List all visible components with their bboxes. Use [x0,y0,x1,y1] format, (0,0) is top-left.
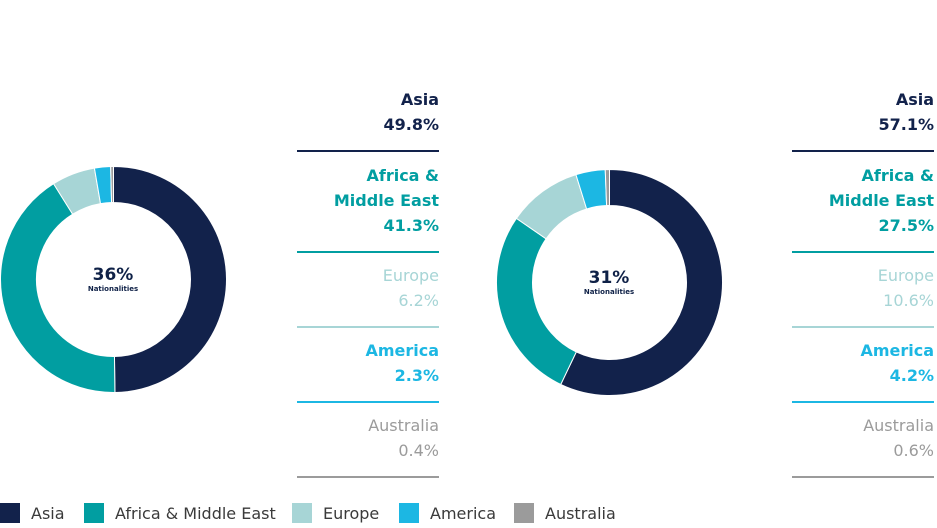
region-percentage: 0.4% [398,441,439,460]
region-name: Europe [382,266,439,285]
region-percentage: 57.1% [878,115,934,134]
donut-slice-asia [560,168,723,396]
donut-center-label-2: 31% Nationalities [559,268,659,296]
legend-swatch [399,503,419,523]
donut-slice-australia [110,165,114,204]
region-row-africa-middle-east: Africa & Middle East 41.3% [297,163,439,253]
region-row-america: America 4.2% [792,338,934,403]
region-row-asia: Asia 57.1% [792,87,934,152]
region-name: Asia [400,90,439,109]
region-name: Africa & Middle East [333,166,439,210]
region-percentage: 41.3% [383,216,439,235]
legend-item-africa-middle-east: Africa & Middle East [84,501,276,525]
donut-chart-2 [496,168,723,396]
region-percentage: 0.6% [893,441,934,460]
donut-chart-1 [0,165,227,393]
region-name: Australia [368,416,439,435]
region-name: America [365,341,439,360]
region-name: Asia [895,90,934,109]
center-percentage: 36% [92,265,134,285]
legend-label: Australia [545,503,616,523]
region-percentage: 27.5% [878,216,934,235]
legend-swatch [514,503,534,523]
region-row-asia: Asia 49.8% [297,87,439,152]
legend-item-europe: Europe [292,501,379,525]
region-name: Europe [877,266,934,285]
donut-slice-africa-middle-east [496,217,577,386]
region-row-africa-middle-east: Africa & Middle East 27.5% [792,163,934,253]
center-caption: Nationalities [583,288,635,296]
region-percentage: 4.2% [889,366,934,385]
legend-label: Africa & Middle East [115,503,276,523]
region-percentage: 2.3% [394,366,439,385]
donut-center-label-1: 36% Nationalities [63,265,163,293]
region-name: Australia [863,416,934,435]
legend-label: America [430,503,496,523]
donut-slice-africa-middle-east [0,183,116,393]
donut-slice-australia [604,168,610,207]
legend-label: Asia [31,503,65,523]
donut-slice-asia [113,165,227,393]
region-row-australia: Australia 0.4% [297,413,439,478]
region-row-europe: Europe 10.6% [792,263,934,328]
legend-item-asia: Asia [0,501,65,525]
region-row-europe: Europe 6.2% [297,263,439,328]
legend-swatch [0,503,20,523]
legend-item-australia: Australia [514,501,616,525]
region-row-america: America 2.3% [297,338,439,403]
region-percentage: 6.2% [398,291,439,310]
region-row-australia: Australia 0.6% [792,413,934,478]
region-name: Africa & Middle East [828,166,934,210]
legend-item-america: America [399,501,496,525]
region-name: America [860,341,934,360]
legend-swatch [84,503,104,523]
center-caption: Nationalities [87,285,139,293]
legend-swatch [292,503,312,523]
legend-label: Europe [323,503,380,523]
region-percentage: 10.6% [883,291,934,310]
region-percentage: 49.8% [383,115,439,134]
chart-legend: Asia Africa & Middle East Europe America Aus… [0,501,937,525]
center-percentage: 31% [588,268,630,288]
